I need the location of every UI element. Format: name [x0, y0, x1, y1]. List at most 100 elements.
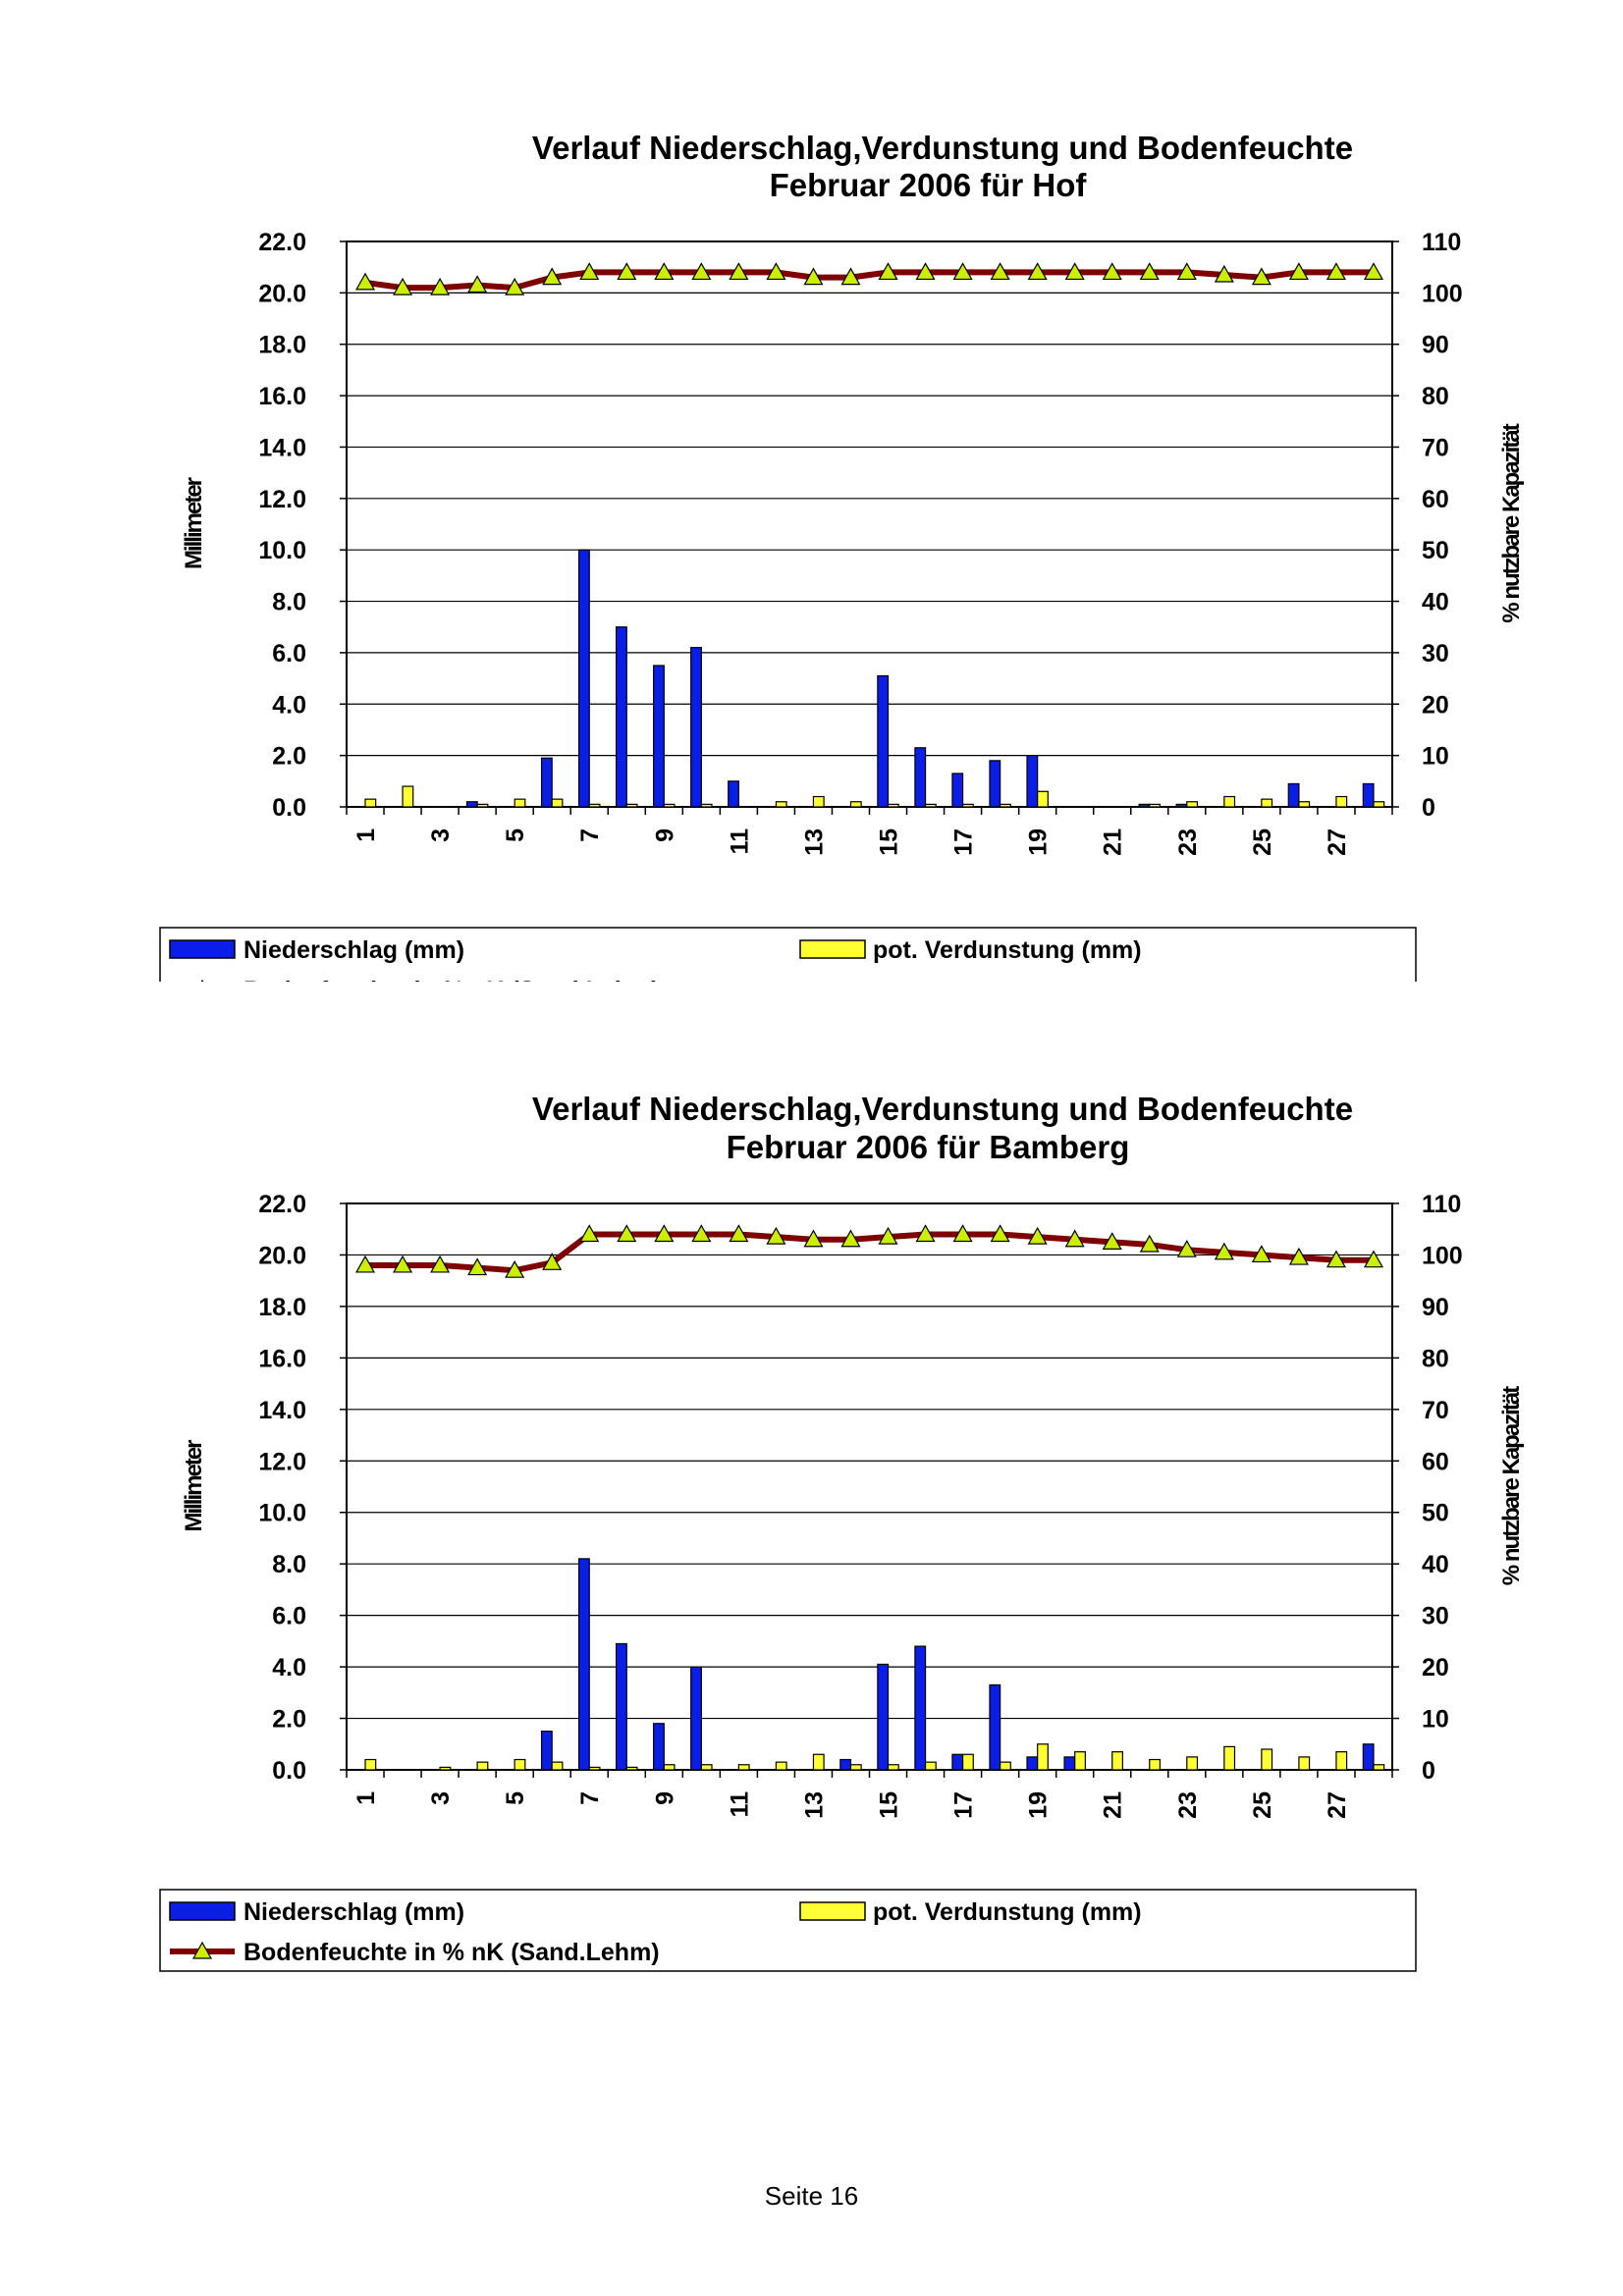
hof-niederschlag-bar [1287, 782, 1300, 808]
hof-y-tick-label: 10.0 [258, 537, 306, 564]
hof-verdunstung-bar [1037, 790, 1049, 808]
bamberg-bodenfeuchte-point [1251, 1245, 1271, 1263]
hof-verdunstung-bar [1298, 801, 1311, 808]
hof-niederschlag-bar [951, 773, 964, 808]
bamberg-verdunstung-bar [514, 1758, 526, 1771]
bamberg-bodenfeuchte-point [766, 1226, 786, 1245]
hof-bodenfeuchte-point [1288, 262, 1309, 281]
bamberg-bodenfeuchte-point [1102, 1232, 1122, 1250]
bamberg-bodenfeuchte-point [1288, 1247, 1309, 1265]
hof-y-axis-label: Millimeter [181, 477, 207, 569]
hof-legend-verdunstung-label: pot. Verdunstung (mm) [873, 936, 1142, 964]
hof-verdunstung-bar [551, 798, 564, 808]
bamberg-bodenfeuchte-point [990, 1224, 1010, 1243]
bamberg-y2-tick-label: 90 [1422, 1294, 1449, 1321]
bamberg-legend-niederschlag-swatch [169, 1901, 236, 1921]
bamberg-bodenfeuchte-point [354, 1255, 376, 1273]
bamberg-y2-tick-label: 80 [1422, 1345, 1449, 1372]
bamberg-bodenfeuchte-point [1139, 1234, 1160, 1253]
hof-y2-tick-label: 70 [1422, 434, 1449, 461]
hof-verdunstung-bar [1261, 798, 1273, 808]
hof-bodenfeuchte-point [1064, 262, 1085, 281]
bamberg-verdunstung-bar [887, 1764, 899, 1771]
hof-bodenfeuchte-point [617, 262, 637, 281]
hof-legend-niederschlag-label: Niederschlag (mm) [243, 936, 464, 964]
hof-bodenfeuchte-point [393, 277, 413, 295]
bamberg-y-tick-label: 2.0 [272, 1706, 306, 1734]
hof-bodenfeuchte-point [766, 262, 786, 281]
bamberg-verdunstung-bar [625, 1766, 638, 1771]
bamberg-verdunstung-bar [1223, 1745, 1236, 1771]
hof-y2-tick-label: 30 [1422, 640, 1449, 667]
bamberg-x-tick-label: 21 [1100, 1791, 1127, 1819]
bamberg-x-tick-label: 3 [427, 1791, 455, 1805]
hof-niederschlag-bar [914, 747, 927, 808]
hof-y2-tick-label: 40 [1422, 589, 1449, 616]
bamberg-y2-tick-label: 20 [1422, 1654, 1449, 1682]
hof-verdunstung-bar [476, 803, 489, 808]
bamberg-verdunstung-bar [924, 1761, 937, 1771]
hof-verdunstung-bar [1186, 801, 1199, 808]
hof-bodenfeuchte-point [840, 267, 861, 286]
hof-y2-tick-label: 20 [1422, 691, 1449, 719]
hof-y-tick-label: 2.0 [272, 743, 306, 771]
hof-bodenfeuchte-point [990, 262, 1010, 281]
bamberg-y2-tick-label: 60 [1422, 1448, 1449, 1475]
bamberg-y2-tick-label: 50 [1422, 1500, 1449, 1527]
bamberg-verdunstung-bar [588, 1766, 601, 1771]
bamberg-chart-subtitle: Februar 2006 für Bamberg [727, 1129, 1130, 1165]
bamberg-x-tick-label: 1 [352, 1791, 380, 1805]
hof-y-tick-label: 18.0 [258, 332, 306, 359]
bamberg-verdunstung-bar [700, 1764, 713, 1771]
hof-verdunstung-bar [849, 801, 862, 808]
hof-verdunstung-bar [924, 803, 937, 808]
hof-legend-bodenfeuchte-marker [200, 979, 204, 982]
hof-bodenfeuchte-point [654, 262, 675, 281]
hof-bodenfeuchte-line [364, 269, 1374, 292]
bamberg-bodenfeuchte-point [729, 1224, 749, 1243]
hof-bodenfeuchte-point [1139, 262, 1160, 281]
bamberg-legend-niederschlag-label: Niederschlag (mm) [243, 1898, 464, 1926]
bamberg-bodenfeuchte-point [691, 1224, 712, 1243]
bamberg-verdunstung-bar [961, 1753, 974, 1771]
hof-y-tick-label: 14.0 [258, 434, 306, 461]
hof-x-tick-label: 13 [800, 828, 828, 856]
hof-y-tick-label: 0.0 [272, 794, 306, 822]
hof-bodenfeuchte-point [1176, 262, 1197, 281]
bamberg-x-tick-label: 5 [502, 1791, 529, 1805]
hof-legend-niederschlag-swatch [169, 939, 236, 959]
hof-y2-tick-label: 80 [1422, 383, 1449, 410]
hof-y-tick-label: 8.0 [272, 589, 306, 616]
bamberg-bodenfeuchte-point [952, 1224, 973, 1243]
bamberg-y2-tick-label: 0 [1422, 1757, 1435, 1785]
bamberg-verdunstung-bar [737, 1764, 750, 1771]
bamberg-y2-tick-label: 10 [1422, 1706, 1449, 1734]
bamberg-bodenfeuchte-point [617, 1224, 637, 1243]
bamberg-x-tick-label: 9 [651, 1791, 678, 1805]
bamberg-plot-area [346, 1202, 1393, 1771]
bamberg-niederschlag-bar [877, 1663, 890, 1771]
bamberg-niederschlag-bar [1362, 1743, 1375, 1771]
hof-x-tick-label: 23 [1174, 828, 1202, 856]
hof-niederschlag-bar [877, 674, 890, 808]
hof-y-tick-label: 4.0 [272, 691, 306, 719]
hof-verdunstung-bar [1223, 795, 1236, 808]
bamberg-legend-bodenfeuchte-marker [191, 1941, 213, 1959]
bamberg-y2-tick-label: 70 [1422, 1397, 1449, 1424]
bamberg-niederschlag-bar [616, 1642, 627, 1771]
bamberg-legend-bodenfeuchte-label: Bodenfeuchte in % nK (Sand.Lehm) [243, 1939, 660, 1966]
bamberg-verdunstung-bar [1186, 1756, 1199, 1771]
hof-x-tick-label: 11 [726, 828, 753, 855]
page-footer: Seite 16 [764, 2181, 859, 2211]
hof-legend-bodenfeuchte-label: Bodenfeuchte in % nK (Sand.Lehm) [243, 977, 660, 982]
bamberg-verdunstung-bar [1111, 1751, 1123, 1771]
bamberg-x-tick-label: 13 [800, 1791, 828, 1819]
bamberg-x-tick-label: 17 [950, 1791, 978, 1819]
hof-verdunstung-bar [812, 795, 825, 808]
hof-bodenfeuchte-point [542, 267, 563, 286]
hof-verdunstung-bar [1000, 803, 1011, 808]
bamberg-verdunstung-bar [1074, 1751, 1086, 1771]
bamberg-verdunstung-bar [849, 1764, 862, 1771]
bamberg-verdunstung-bar [364, 1758, 377, 1771]
bamberg-y-tick-label: 20.0 [258, 1242, 306, 1269]
